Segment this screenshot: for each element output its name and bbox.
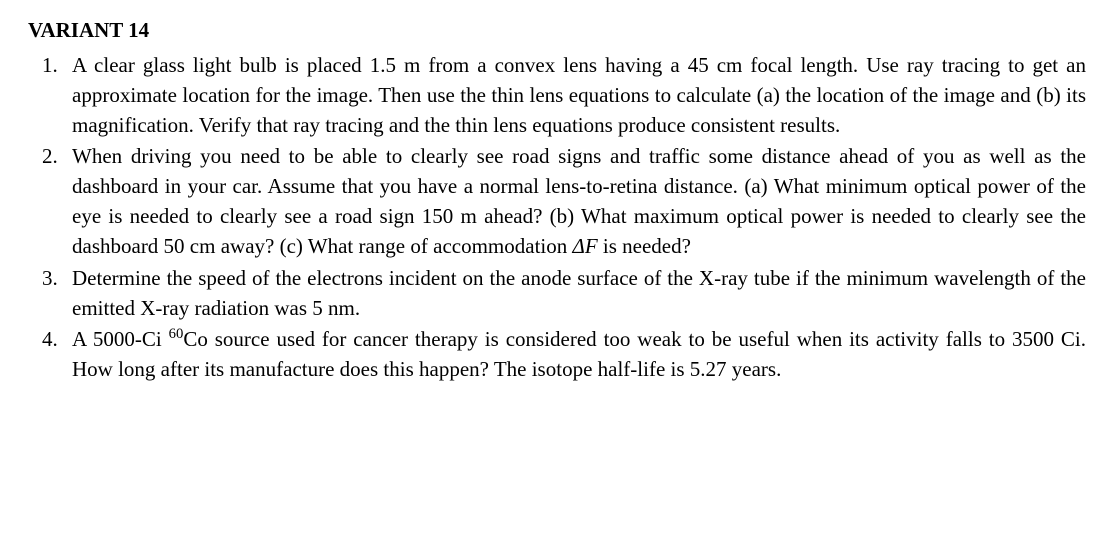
isotope-element: Co (183, 327, 208, 351)
problem-number: 2. (42, 142, 58, 172)
problem-number: 4. (42, 325, 58, 355)
problem-text: A clear glass light bulb is placed 1.5 m… (72, 51, 1086, 140)
variant-title: VARIANT 14 (28, 18, 1086, 43)
delta-f-symbol: ΔF (573, 234, 598, 258)
problem-list: 1. A clear glass light bulb is placed 1.… (24, 51, 1086, 385)
problem-text: When driving you need to be able to clea… (72, 142, 1086, 261)
problem-item-2: 2. When driving you need to be able to c… (72, 142, 1086, 261)
problem-text: Determine the speed of the electrons inc… (72, 264, 1086, 324)
problem-number: 1. (42, 51, 58, 81)
problem-text-part: A 5000-Ci (72, 327, 169, 351)
problem-number: 3. (42, 264, 58, 294)
problem-text: A 5000-Ci 60Co source used for cancer th… (72, 325, 1086, 385)
isotope-superscript: 60 (169, 326, 184, 342)
problem-item-1: 1. A clear glass light bulb is placed 1.… (72, 51, 1086, 140)
problem-item-4: 4. A 5000-Ci 60Co source used for cancer… (72, 325, 1086, 385)
problem-text-part: source used for cancer therapy is consid… (72, 327, 1086, 381)
problem-text-part: is needed? (598, 234, 691, 258)
problem-item-3: 3. Determine the speed of the electrons … (72, 264, 1086, 324)
